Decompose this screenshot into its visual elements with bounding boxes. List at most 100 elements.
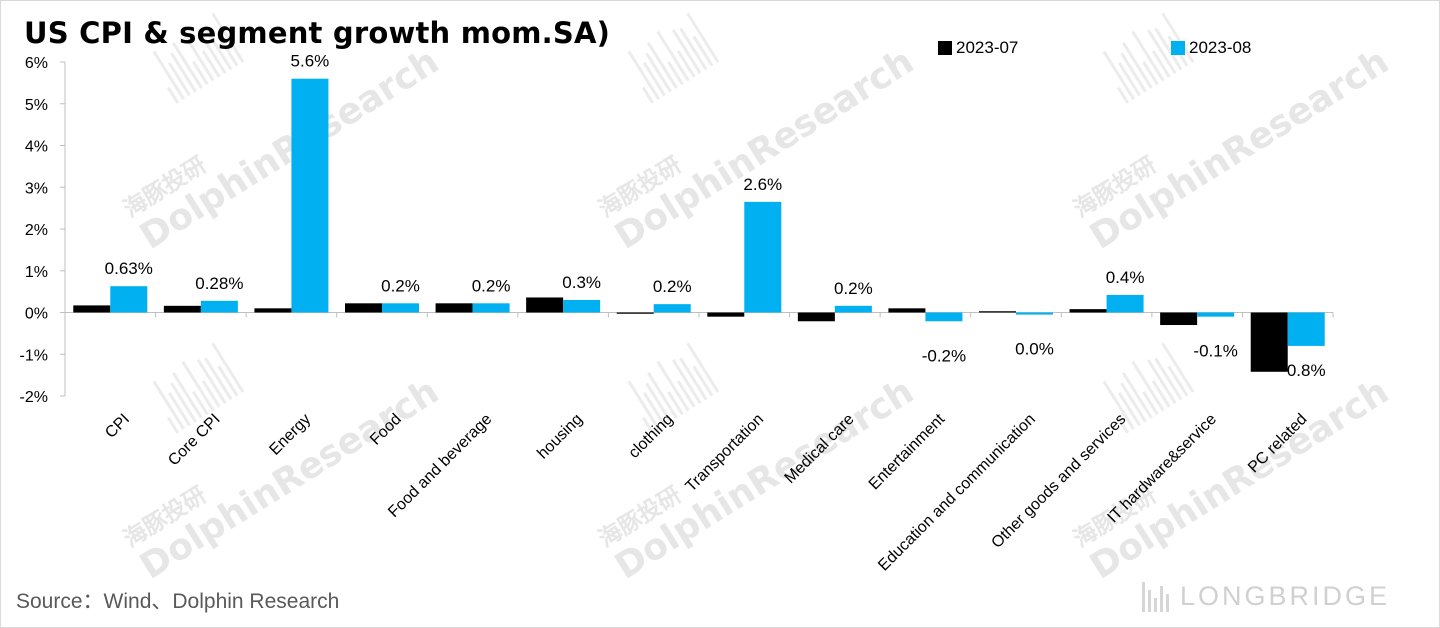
bar-2023-08-13 xyxy=(1287,312,1325,346)
watermark-bar xyxy=(642,61,666,97)
x-tick-label: Education and communication xyxy=(875,411,1039,575)
legend-label-2023-08: 2023-08 xyxy=(1189,38,1252,57)
watermark-bar xyxy=(1131,30,1165,82)
watermark-bar xyxy=(1116,86,1130,104)
watermark-bar xyxy=(679,27,708,71)
bar-2023-08-5 xyxy=(563,299,601,313)
watermark-bar xyxy=(692,365,714,397)
watermark-bar xyxy=(1151,50,1171,78)
data-label: 5.6% xyxy=(291,52,330,71)
bar-2023-07-0 xyxy=(73,305,111,313)
bar-2023-08-2 xyxy=(291,78,329,313)
data-label: 0.8% xyxy=(1287,361,1326,380)
y-tick-label: 1% xyxy=(25,264,48,281)
data-label: 0.2% xyxy=(834,279,873,298)
bar-2023-08-8 xyxy=(834,305,872,313)
bar-2023-07-2 xyxy=(254,308,292,313)
watermark-bar xyxy=(204,27,233,71)
bar-2023-08-10 xyxy=(1016,312,1053,315)
watermark-bar xyxy=(1154,27,1183,71)
watermark-bar xyxy=(671,29,702,75)
watermark-bar xyxy=(676,380,696,408)
data-label: 0.2% xyxy=(472,276,511,295)
legend-label-2023-07: 2023-07 xyxy=(956,38,1019,57)
data-label: -0.2% xyxy=(922,346,966,365)
source-note: Source：Wind、Dolphin Research xyxy=(16,590,340,613)
data-label: 0.28% xyxy=(195,274,243,293)
bar-2023-07-6 xyxy=(616,312,654,314)
watermark-bar xyxy=(1117,391,1141,427)
watermark-bar xyxy=(1120,382,1147,423)
watermark-bar xyxy=(211,342,245,393)
watermark-bar xyxy=(217,35,239,67)
watermark-en: DolphinResearch xyxy=(133,371,446,588)
bar-2023-07-8 xyxy=(797,312,835,322)
watermark-bar xyxy=(1154,357,1183,401)
legend-swatch-2023-08 xyxy=(1171,41,1185,55)
watermark-bar xyxy=(152,50,185,101)
watermark-bar xyxy=(1117,61,1141,97)
watermark-bar xyxy=(171,42,203,89)
watermark-bar xyxy=(1131,360,1165,412)
watermark-bar xyxy=(1142,61,1159,86)
watermark-bar xyxy=(1142,391,1159,416)
watermark-bar xyxy=(217,365,239,397)
bar-2023-07-10 xyxy=(979,311,1016,313)
chart-title: US CPI & segment growth mom.SA) xyxy=(24,16,611,50)
x-tick-label: housing xyxy=(534,411,586,463)
watermark-bar xyxy=(645,52,672,93)
bar-2023-07-9 xyxy=(888,308,926,313)
watermark-bar xyxy=(170,52,197,93)
y-tick-label: 4% xyxy=(25,139,48,156)
watermark-bar xyxy=(1167,365,1189,397)
brand-name: LONGBRIDGE xyxy=(1180,581,1391,611)
y-tick-label: 3% xyxy=(25,180,48,197)
bar-2023-08-6 xyxy=(653,304,691,313)
watermark-bar xyxy=(171,372,203,419)
watermark-bar xyxy=(1116,416,1130,434)
watermark-bar xyxy=(204,357,233,401)
watermark-bar xyxy=(167,61,191,97)
watermark-bar xyxy=(1151,380,1171,408)
legend-item-2023-07: 2023-07 xyxy=(938,38,1018,58)
data-label: 0.4% xyxy=(1106,268,1145,287)
watermark-bar xyxy=(167,391,191,427)
bar-2023-07-4 xyxy=(435,303,473,313)
watermark-en: DolphinResearch xyxy=(1083,41,1396,258)
bar-2023-07-3 xyxy=(345,303,382,313)
bar-2023-08-0 xyxy=(110,286,148,313)
watermark-bar xyxy=(642,391,666,427)
bar-2023-07-1 xyxy=(163,305,201,313)
watermark-bar xyxy=(671,359,702,405)
data-label: -0.1% xyxy=(1193,342,1237,361)
bar-2023-08-4 xyxy=(472,303,510,313)
bar-2023-08-7 xyxy=(744,201,782,313)
legend-item-2023-08: 2023-08 xyxy=(1171,38,1251,58)
bar-2023-07-5 xyxy=(526,297,564,313)
watermark-bar xyxy=(692,35,714,67)
watermark-bar xyxy=(201,380,221,408)
watermark-bar xyxy=(1146,29,1177,75)
watermark-bar xyxy=(1121,372,1153,419)
watermark-bar xyxy=(181,360,215,412)
watermark-bar xyxy=(152,380,185,431)
y-tick-label: -2% xyxy=(20,389,48,406)
watermark-bar xyxy=(676,50,696,78)
bar-2023-07-12 xyxy=(1160,312,1198,326)
bar-2023-07-7 xyxy=(707,312,745,317)
watermark-bar xyxy=(1102,380,1135,431)
bar-2023-08-3 xyxy=(382,303,419,313)
watermark-bar xyxy=(641,86,655,104)
watermark-bar xyxy=(196,29,227,75)
watermark-en: DolphinResearch xyxy=(133,41,446,258)
watermark-bar xyxy=(646,372,678,419)
y-tick-label: 5% xyxy=(25,97,48,114)
data-label: 0.0% xyxy=(1015,340,1054,359)
watermark-bar xyxy=(1161,12,1195,63)
bar-2023-07-13 xyxy=(1250,312,1288,372)
watermark-bar xyxy=(211,12,245,63)
watermark-bar xyxy=(686,12,720,63)
watermark-bar xyxy=(166,416,180,434)
watermark-bar xyxy=(679,357,708,401)
